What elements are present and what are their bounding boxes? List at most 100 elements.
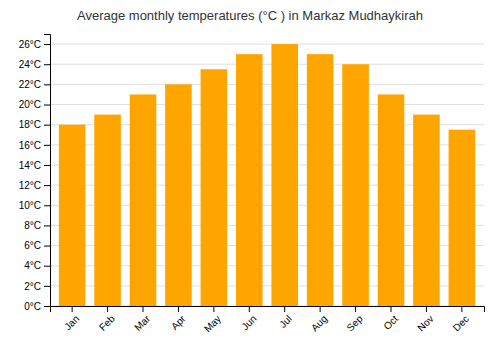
x-tick-mark bbox=[320, 306, 321, 312]
x-tick-label: Sep bbox=[344, 313, 365, 334]
y-tick: 20°C bbox=[19, 99, 50, 110]
y-tick-mark bbox=[44, 165, 50, 166]
y-tick-mark bbox=[44, 246, 50, 247]
bar bbox=[342, 64, 369, 306]
chart-svg: 0°C 2°C 4°C 6°C 8°C 10°C 12°C 14°C 16°C 18°C 20°C 2… bbox=[0, 0, 500, 350]
y-tick-label: 20°C bbox=[19, 99, 41, 110]
x-tick-mark bbox=[426, 306, 427, 312]
y-tick-label: 6°C bbox=[24, 240, 41, 251]
y-tick-label: 4°C bbox=[24, 260, 41, 271]
y-axis-line bbox=[44, 35, 51, 307]
x-tick: Mar bbox=[132, 306, 152, 333]
y-tick-mark bbox=[44, 185, 50, 186]
y-tick: 22°C bbox=[19, 79, 50, 90]
x-tick: Aug bbox=[309, 306, 329, 333]
y-tick: 0°C bbox=[24, 301, 50, 312]
x-tick-mark bbox=[178, 306, 179, 312]
y-tick-label: 0°C bbox=[24, 301, 41, 312]
bar bbox=[165, 84, 192, 306]
y-tick: 12°C bbox=[19, 180, 50, 191]
x-tick: Sep bbox=[344, 306, 365, 333]
y-tick-label: 24°C bbox=[19, 59, 41, 70]
bar bbox=[413, 115, 440, 306]
y-tick: 2°C bbox=[24, 281, 50, 292]
x-tick: Jun bbox=[239, 306, 258, 332]
x-tick: Dec bbox=[451, 306, 471, 333]
y-tick-label: 8°C bbox=[24, 220, 41, 231]
y-tick-mark bbox=[44, 64, 50, 65]
x-axis: Jan Feb Mar Apr May Jun Jul Aug Sep Oct Nov Dec bbox=[51, 306, 485, 334]
y-tick: 16°C bbox=[19, 140, 50, 151]
grid-line bbox=[50, 104, 484, 105]
y-tick-mark bbox=[44, 205, 50, 206]
y-tick-label: 12°C bbox=[19, 180, 41, 191]
title: Average monthly temperatures (°C ) in Ma… bbox=[77, 8, 423, 23]
x-tick-mark bbox=[355, 306, 356, 312]
bar bbox=[449, 130, 476, 306]
x-tick-mark bbox=[107, 306, 108, 312]
x-tick: Feb bbox=[97, 306, 117, 333]
bar bbox=[130, 94, 157, 306]
bar bbox=[307, 54, 334, 306]
bar bbox=[378, 94, 405, 306]
y-tick: 18°C bbox=[19, 119, 50, 130]
x-tick-label: Feb bbox=[97, 313, 117, 333]
x-tick-label: Jan bbox=[62, 313, 81, 332]
x-tick-mark bbox=[213, 306, 214, 312]
x-tick-mark bbox=[143, 306, 144, 312]
x-tick-mark bbox=[461, 306, 462, 312]
x-tick: Oct bbox=[381, 306, 400, 332]
y-tick: 10°C bbox=[19, 200, 50, 211]
y-tick-label: 2°C bbox=[24, 281, 41, 292]
y-tick-label: 16°C bbox=[19, 140, 41, 151]
y-tick-mark bbox=[44, 125, 50, 126]
x-tick-label: Oct bbox=[381, 313, 400, 332]
y-axis: 0°C 2°C 4°C 6°C 8°C 10°C 12°C 14°C 16°C 18°C 20°C 2… bbox=[19, 35, 51, 312]
grid-line bbox=[50, 44, 484, 45]
x-tick: Apr bbox=[169, 306, 188, 332]
x-tick-mark bbox=[72, 306, 73, 312]
y-tick: 4°C bbox=[24, 260, 50, 271]
y-tick-mark bbox=[44, 44, 50, 45]
y-tick: 24°C bbox=[19, 59, 50, 70]
x-tick: Jan bbox=[62, 306, 81, 332]
y-tick: 14°C bbox=[19, 160, 50, 171]
y-tick-mark bbox=[44, 306, 50, 307]
y-tick: 8°C bbox=[24, 220, 50, 231]
y-tick-mark bbox=[44, 286, 50, 287]
y-tick-label: 10°C bbox=[19, 200, 41, 211]
x-tick-mark bbox=[391, 306, 392, 312]
y-tick-mark bbox=[44, 266, 50, 267]
x-tick-label: Mar bbox=[132, 313, 152, 333]
x-tick-label: Apr bbox=[169, 313, 188, 332]
y-tick-label: 22°C bbox=[19, 79, 41, 90]
y-tick-label: 26°C bbox=[19, 39, 41, 50]
x-tick-label: Jul bbox=[277, 313, 294, 330]
y-tick-label: 14°C bbox=[19, 160, 41, 171]
x-tick-mark bbox=[284, 306, 285, 312]
x-tick: Nov bbox=[415, 306, 435, 333]
x-tick-label: Jun bbox=[239, 313, 258, 332]
x-axis-line bbox=[51, 307, 485, 313]
bar bbox=[59, 125, 86, 306]
x-tick-label: May bbox=[202, 313, 223, 334]
y-tick-mark bbox=[44, 145, 50, 146]
y-tick-label: 18°C bbox=[19, 119, 41, 130]
x-tick: May bbox=[202, 306, 223, 334]
bar bbox=[201, 69, 228, 306]
bar bbox=[271, 44, 298, 306]
y-tick-mark bbox=[44, 84, 50, 85]
grid-line bbox=[50, 84, 484, 85]
y-tick: 26°C bbox=[19, 39, 50, 50]
x-tick-label: Aug bbox=[309, 313, 329, 333]
x-tick: Jul bbox=[277, 306, 294, 330]
y-tick: 6°C bbox=[24, 240, 50, 251]
bar bbox=[236, 54, 263, 306]
x-tick-mark bbox=[249, 306, 250, 312]
x-tick-label: Nov bbox=[415, 313, 435, 333]
plot-area bbox=[59, 44, 475, 306]
chart-container: 0°C 2°C 4°C 6°C 8°C 10°C 12°C 14°C 16°C 18°C 20°C 2… bbox=[0, 0, 500, 350]
grid bbox=[50, 44, 484, 306]
bar bbox=[94, 115, 121, 306]
y-tick-mark bbox=[44, 225, 50, 226]
